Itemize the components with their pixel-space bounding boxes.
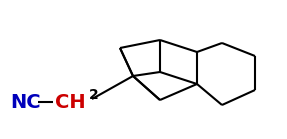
Text: NC: NC xyxy=(10,92,41,111)
Text: 2: 2 xyxy=(89,88,99,102)
Text: CH: CH xyxy=(55,92,86,111)
